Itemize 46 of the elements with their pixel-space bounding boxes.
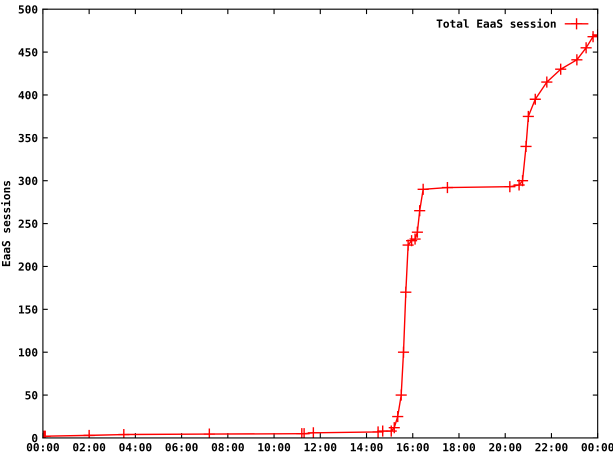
- point: [372, 426, 384, 438]
- point: [520, 140, 532, 153]
- y-tick-label: 350: [18, 134, 38, 142]
- x-tick-label: 18:00: [443, 443, 476, 452]
- point: [388, 421, 401, 434]
- point: [580, 42, 592, 54]
- point: [570, 54, 584, 66]
- x-tick-label: 20:00: [489, 443, 522, 452]
- x-tick-label: 22:00: [535, 443, 568, 452]
- x-tick-label: 08:00: [212, 443, 244, 452]
- point: [554, 62, 567, 76]
- y-tick-label: 50: [25, 391, 38, 400]
- x-tick-label: 04:00: [119, 443, 152, 452]
- point: [586, 30, 598, 43]
- point: [400, 286, 412, 298]
- point: [413, 204, 426, 217]
- x-tick-label: 00:00: [26, 443, 59, 452]
- point: [203, 428, 216, 438]
- y-tick-label: 150: [19, 305, 38, 314]
- x-tick-label: 12:00: [304, 443, 336, 452]
- x-tick-label: 10:00: [258, 443, 290, 452]
- x-tick-label: 02:00: [73, 443, 106, 452]
- point: [416, 183, 430, 196]
- y-tick-label: 250: [18, 220, 38, 228]
- y-tick-label: 200: [18, 262, 38, 271]
- point: [391, 410, 404, 423]
- point: [529, 93, 542, 106]
- legend-label: Total EaaS session: [436, 18, 556, 28]
- y-tick-label: 450: [18, 48, 38, 56]
- y-axis-title: EaaS sessions: [1, 181, 10, 266]
- point: [394, 388, 408, 402]
- y-tick-label: 300: [18, 176, 38, 186]
- point: [522, 110, 535, 123]
- point: [540, 76, 554, 88]
- point: [441, 181, 454, 194]
- y-tick-label: 100: [19, 348, 38, 357]
- x-tick-label: 14:00: [350, 443, 383, 452]
- y-tick-label: 400: [18, 90, 38, 100]
- y-tick-label: 0: [32, 434, 38, 442]
- y-tick-label: 500: [18, 5, 38, 14]
- point: [504, 180, 516, 193]
- point: [385, 424, 398, 438]
- point: [397, 346, 410, 358]
- x-tick-label: 16:00: [397, 443, 429, 452]
- point: [307, 426, 320, 438]
- x-tick-label: 06:00: [166, 443, 198, 452]
